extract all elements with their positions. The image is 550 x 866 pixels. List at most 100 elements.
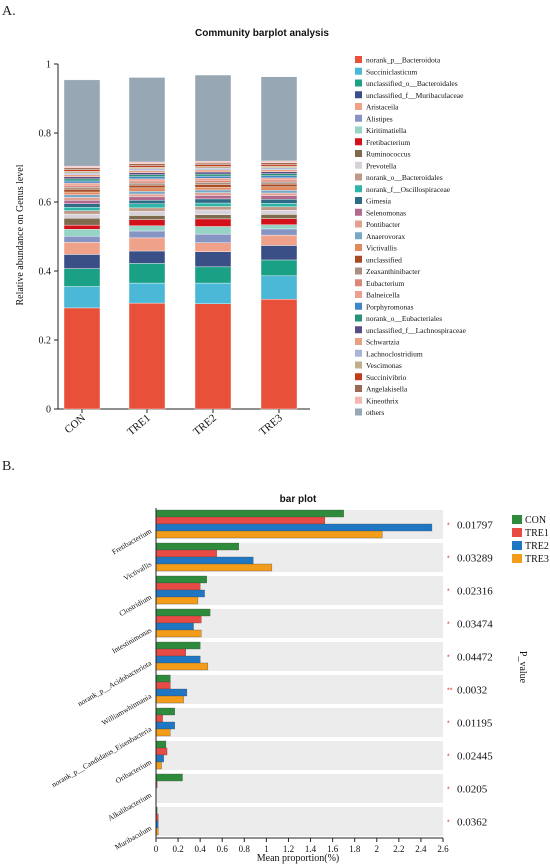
legend-swatch [355,79,362,87]
bar-con [155,509,344,518]
y-tick-label: 0.2 [39,336,52,347]
y-tick-label: 0.6 [39,198,52,209]
legend-swatch [355,138,362,146]
x-tick-label: 0.2 [172,844,183,854]
category-label: Alkalibacterium [106,790,153,822]
legend-swatch [355,267,362,275]
legend-label: Selenomonas [366,208,406,217]
bar-segment-aristaceila [194,242,232,252]
bar-segment-vescimonas [63,171,101,174]
category-label: Fretibacterium [110,526,153,556]
stacked-bar-tre1 [128,77,166,410]
bar-segment-victivallis [63,191,101,195]
x-tick-label: TRE3 [257,412,285,438]
chart-a-title: Community barplot analysis [195,28,329,39]
bar-con [155,773,183,782]
category-label: Williamwhitmania [100,691,154,727]
p-value-label: 0.04472 [457,652,493,664]
bar-con [155,674,171,683]
bar-segment-norank-p-bacteroidota [260,299,298,410]
legend-swatch [355,232,362,240]
legend-label: Anaerovorax [366,232,405,241]
bar-tre1 [155,681,171,690]
legend-label: unclassified [366,255,402,264]
bar-segment-kiritimatiella [63,229,101,237]
bar-segment-norank-o-bacteroidales [63,210,101,215]
bar-segment-porphyromonas [194,175,232,179]
category-label: Victivallis [122,559,153,582]
row-background [156,774,443,803]
x-tick-label: CON [62,412,88,436]
bar-segment-balneicella [128,178,166,182]
x-tick-label: 1 [264,844,269,854]
bar-con [155,542,239,551]
x-tick-label: 1.4 [305,844,317,854]
chart-b-p-values: * 0.01797 * 0.03289 * 0.02316 * 0.03474 * 0.04472… [447,520,493,829]
bar-segment-kiritimatiella [128,225,166,232]
legend-swatch [355,396,362,404]
significance-marker: * [447,754,450,761]
bar-segment-unclassified-o-bacteroidales [194,266,232,284]
bar-segment-anaerovorax [194,189,232,193]
bar-segment-unclassified-f-lachnospiraceae [128,172,166,175]
legend-label: TRE1 [525,528,549,539]
legend-label: Balneicella [366,291,400,300]
bar-segment-pontibacter [63,197,101,201]
stacked-bar-tre3 [260,76,298,410]
bar-segment-norank-o-eubacteriales [194,173,232,177]
legend-label: Succinivibrio [366,373,407,382]
bar-plot: bar plot Fretibacterium Victivallis Clostr… [50,494,549,864]
bar-segment-lachnoclostridium [194,167,232,171]
bar-segment-unclassified-f-muribaculaceae [194,251,232,268]
bar-tre3 [155,596,199,605]
row-background [156,807,443,836]
legend-swatch [512,541,522,550]
bar-segment-norank-o-eubacteriales [260,173,298,176]
legend-label: Victivallis [366,244,397,253]
bar-segment-angelakisella [63,167,101,170]
bar-segment-fretibacterium [260,218,298,225]
category-label: Clostridium [117,592,153,618]
bar-segment-kineothrix [63,165,101,169]
significance-marker: * [447,622,450,629]
legend-label: Kineothrix [366,396,399,405]
bar-tre3 [155,728,171,737]
bar-tre3 [155,761,162,770]
bar-con [155,575,207,584]
bar-segment-succiniclasticum [194,282,232,304]
legend-swatch [355,103,362,110]
community-barplot: Community barplot analysis Relative abun… [15,28,467,438]
bar-tre3 [155,662,209,671]
bar-segment-schwartzia [260,169,298,172]
bar-tre3 [155,695,184,704]
bar-segment-schwartzia [128,170,166,173]
bar-segment-pontibacter [194,192,232,196]
bar-tre3 [155,563,273,572]
p-value-label: 0.02316 [457,586,493,598]
row-background [156,708,443,737]
legend-swatch [355,302,362,310]
bar-tre2 [155,688,188,697]
bar-segment-unclassified [128,184,166,189]
legend-swatch [355,244,362,251]
bar-segment-anaerovorax [128,191,166,195]
bar-tre1 [155,714,163,723]
bar-segment-fretibacterium [194,218,232,227]
bar-segment-succiniclasticum [63,286,101,309]
significance-marker: * [447,556,450,563]
bar-segment-norank-o-bacteroidales [260,206,298,211]
legend-label: Lachnoclostridium [366,349,423,358]
bar-tre2 [155,556,254,565]
bar-segment-zeaxanthinibacter [260,181,298,185]
x-tick-label: 2.2 [393,844,404,854]
legend-label: Alistipes [366,114,393,123]
bar-segment-pontibacter [128,193,166,198]
legend-swatch [512,554,522,563]
bar-segment-fretibacterium [63,224,101,230]
legend-label: Zeaxanthinibacter [366,267,421,276]
bar-segment-balneicella [194,177,232,181]
p-value-label: 0.0362 [457,817,487,829]
bar-segment-norank-o-eubacteriales [63,178,101,182]
bar-segment-gimesia [194,198,232,204]
bar-segment-prevotella [260,210,298,215]
